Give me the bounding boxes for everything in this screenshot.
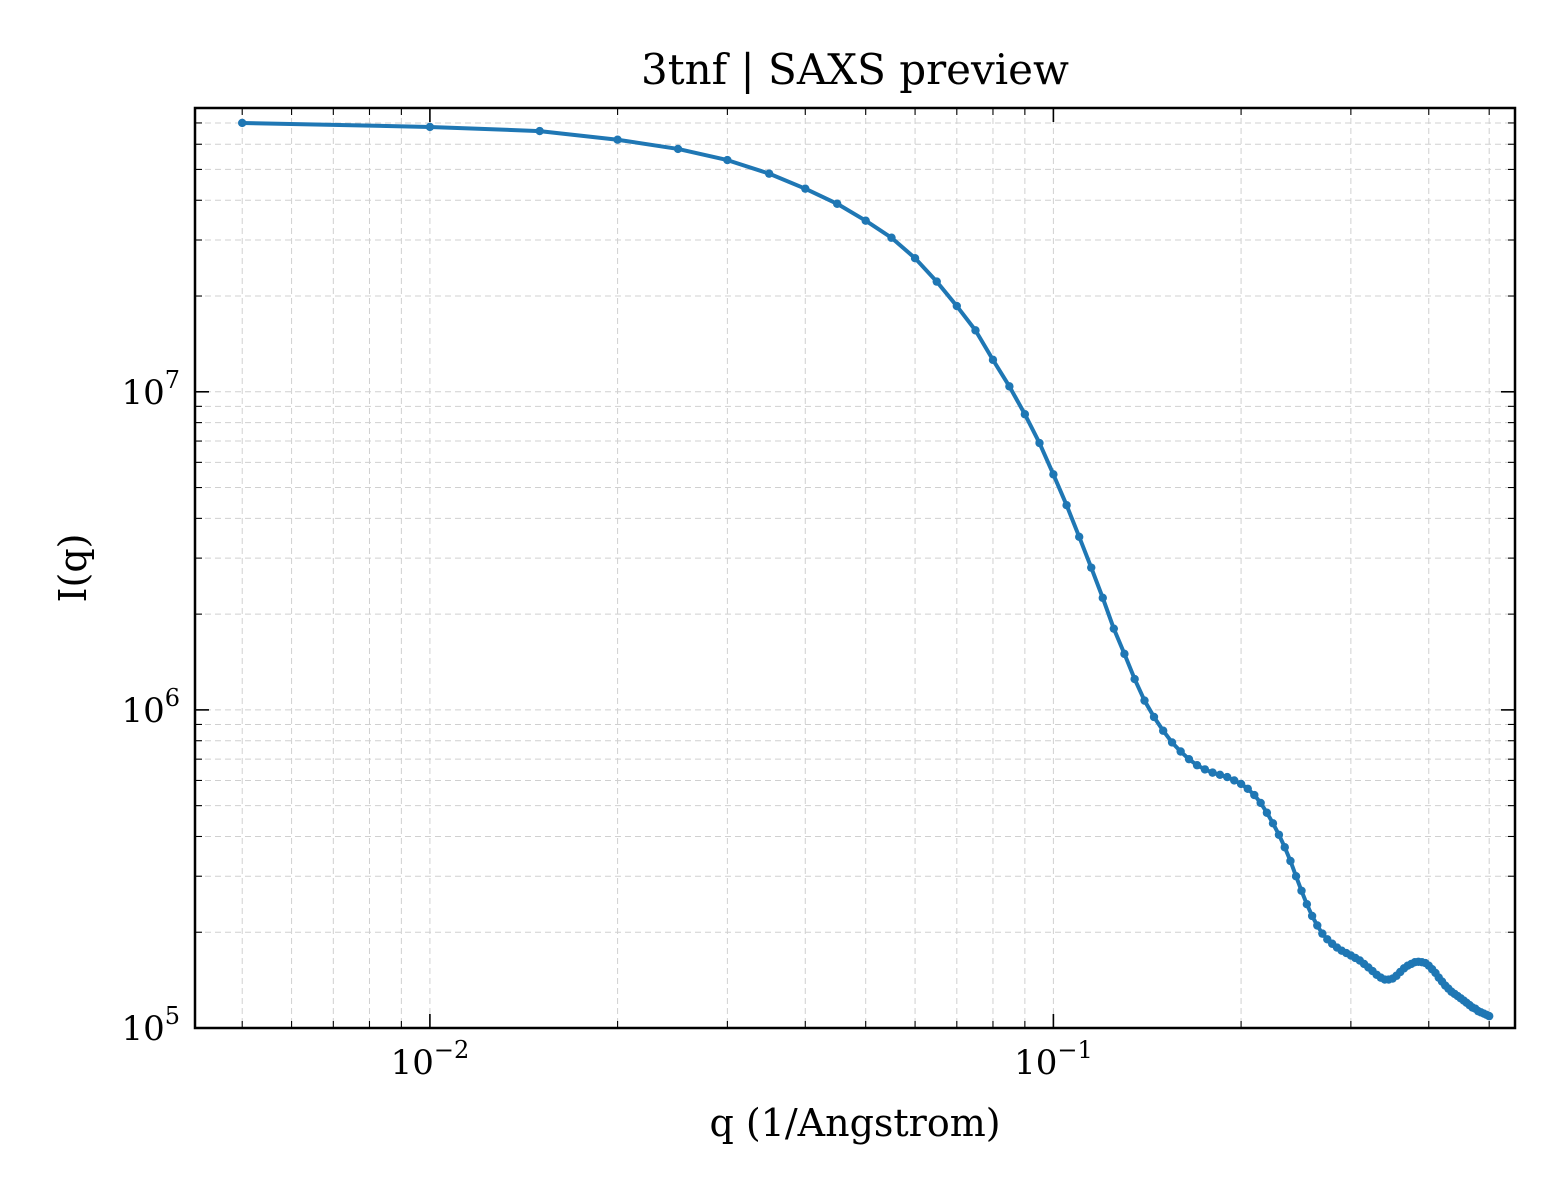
data-point [971, 326, 980, 335]
data-point [1236, 779, 1246, 789]
data-point [1200, 765, 1210, 774]
data-point [1192, 761, 1202, 770]
data-point [1318, 929, 1327, 938]
data-point [1243, 784, 1252, 793]
data-point [1208, 768, 1217, 777]
data-point [1120, 649, 1129, 659]
data-point [1049, 470, 1058, 479]
data-point [932, 277, 941, 286]
data-point [1268, 819, 1278, 828]
data-point [1158, 726, 1168, 735]
x-tick-labels: 10−2 10−1 [391, 1036, 1093, 1083]
data-point [861, 216, 870, 225]
grid [195, 108, 1515, 1029]
data-point [764, 169, 774, 178]
data-point [1109, 624, 1119, 633]
y-tick-label: 107 [121, 366, 180, 413]
data-point [910, 253, 920, 263]
data-point [1215, 770, 1225, 780]
data-point [673, 144, 683, 154]
x-tick-label: 10−2 [391, 1036, 470, 1083]
ticks [195, 108, 1515, 1029]
series-layer [238, 118, 1494, 1021]
data-point [1256, 798, 1265, 808]
data-point [1020, 410, 1030, 419]
data-point [1184, 754, 1194, 764]
y-tick-label: 106 [121, 684, 180, 731]
data-point [613, 135, 622, 144]
data-point [1484, 1011, 1494, 1021]
data-point [1035, 438, 1044, 448]
data-point [801, 184, 810, 193]
data-point [1167, 738, 1177, 747]
data-point [1005, 382, 1014, 391]
data-point [238, 118, 247, 128]
data-point [723, 155, 732, 165]
y-tick-label: 105 [121, 1002, 180, 1049]
data-point [535, 126, 544, 136]
data-point [952, 301, 962, 311]
data-point [1087, 563, 1096, 572]
data-point [425, 122, 435, 132]
data-point [1130, 674, 1139, 684]
data-point [1313, 921, 1322, 930]
data-point [1098, 593, 1107, 603]
data-point [1250, 790, 1259, 800]
data-point [1307, 911, 1317, 921]
data-point [1262, 808, 1272, 817]
plot-frame [193, 106, 1517, 1030]
data-point [988, 355, 998, 365]
data-point [832, 199, 842, 208]
data-point [1302, 900, 1312, 909]
data-point [1149, 712, 1159, 722]
data-point [1140, 696, 1149, 705]
data-point [1274, 830, 1284, 839]
data-point [1222, 772, 1232, 782]
data-point [1286, 856, 1295, 866]
data-point [1176, 747, 1185, 756]
data-point [887, 233, 896, 242]
y-axis-label: I(q) [51, 534, 95, 603]
data-point [1074, 532, 1084, 542]
data-point [1291, 872, 1301, 881]
data-point [1297, 886, 1306, 895]
y-tick-labels: 105 106 107 [121, 366, 180, 1049]
chart-title: 3tnf | SAXS preview [641, 45, 1069, 94]
data-point [1280, 843, 1289, 852]
data-point [1230, 776, 1239, 785]
x-tick-label: 10−1 [1014, 1036, 1093, 1083]
x-axis-label: q (1/Angstrom) [709, 1101, 1000, 1145]
data-point [1062, 501, 1071, 510]
